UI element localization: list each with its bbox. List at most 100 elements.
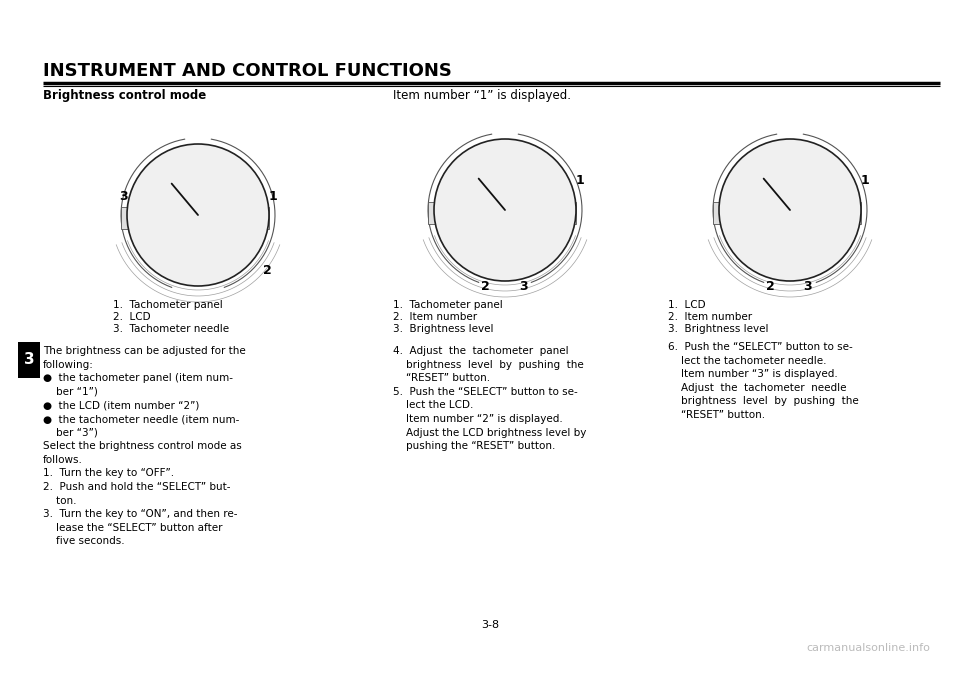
Text: 20: 20: [164, 237, 173, 243]
Circle shape: [492, 191, 499, 197]
Text: 60: 60: [815, 182, 825, 188]
Circle shape: [763, 268, 769, 274]
FancyBboxPatch shape: [566, 202, 576, 224]
Circle shape: [478, 268, 484, 274]
Circle shape: [500, 205, 510, 215]
FancyBboxPatch shape: [487, 267, 523, 275]
Circle shape: [438, 143, 572, 277]
Text: 3: 3: [119, 191, 128, 203]
Text: 30: 30: [462, 203, 470, 210]
Circle shape: [798, 269, 801, 273]
Text: 3.  Brightness level: 3. Brightness level: [393, 324, 493, 334]
Text: 50: 50: [789, 168, 798, 174]
Circle shape: [144, 161, 252, 269]
Circle shape: [811, 207, 817, 213]
Text: 2: 2: [481, 281, 490, 294]
FancyBboxPatch shape: [772, 215, 808, 225]
FancyBboxPatch shape: [487, 215, 523, 225]
Circle shape: [784, 269, 787, 273]
Text: 2.  Item number: 2. Item number: [393, 312, 477, 322]
Text: 3-8: 3-8: [481, 620, 499, 630]
Text: 2: 2: [766, 281, 775, 294]
Text: 30: 30: [155, 209, 163, 215]
Circle shape: [484, 200, 491, 207]
Text: 40: 40: [475, 177, 485, 183]
Text: 1: 1: [269, 191, 277, 203]
Text: 20: 20: [756, 232, 764, 238]
Text: 1.  Tachometer panel: 1. Tachometer panel: [393, 300, 503, 310]
Circle shape: [727, 147, 853, 273]
FancyBboxPatch shape: [259, 207, 269, 228]
Circle shape: [499, 269, 502, 273]
Circle shape: [756, 176, 824, 244]
Circle shape: [131, 148, 265, 282]
Text: 1: 1: [576, 174, 585, 186]
FancyBboxPatch shape: [121, 207, 131, 228]
Circle shape: [193, 210, 203, 220]
Circle shape: [127, 144, 269, 286]
Circle shape: [793, 269, 796, 273]
Circle shape: [769, 200, 776, 207]
Circle shape: [719, 139, 861, 281]
Text: 000000: 000000: [187, 223, 208, 228]
Text: 1.  LCD: 1. LCD: [668, 300, 706, 310]
Text: 3: 3: [24, 353, 35, 367]
Circle shape: [139, 156, 257, 274]
Circle shape: [434, 139, 576, 281]
Circle shape: [513, 269, 516, 273]
Text: carmanualsonline.info: carmanualsonline.info: [806, 643, 930, 653]
Circle shape: [508, 269, 511, 273]
Text: 30: 30: [747, 203, 756, 210]
Circle shape: [478, 207, 484, 213]
Text: 4.  Adjust  the  tachometer  panel
    brightness  level  by  pushing  the
    “: 4. Adjust the tachometer panel brightnes…: [393, 346, 587, 451]
Text: 6.  Push the “SELECT” button to se-
    lect the tachometer needle.
    Item num: 6. Push the “SELECT” button to se- lect …: [668, 342, 859, 420]
Circle shape: [526, 207, 532, 213]
FancyBboxPatch shape: [428, 202, 438, 224]
Text: 1.  Tachometer panel: 1. Tachometer panel: [113, 300, 223, 310]
Text: 2.  Item number: 2. Item number: [668, 312, 752, 322]
Text: INSTRUMENT AND CONTROL FUNCTIONS: INSTRUMENT AND CONTROL FUNCTIONS: [43, 62, 452, 80]
Circle shape: [177, 205, 184, 212]
Text: 3: 3: [518, 281, 527, 294]
Circle shape: [446, 151, 564, 269]
Circle shape: [164, 181, 232, 249]
Text: 50: 50: [504, 168, 513, 174]
Circle shape: [494, 269, 497, 273]
Text: 3.  Brightness level: 3. Brightness level: [668, 324, 769, 334]
Circle shape: [185, 195, 192, 202]
Circle shape: [790, 188, 797, 195]
FancyBboxPatch shape: [772, 267, 808, 275]
Text: 3: 3: [804, 281, 812, 294]
Text: 40: 40: [760, 177, 769, 183]
Circle shape: [763, 207, 769, 213]
Text: 000000: 000000: [494, 218, 516, 223]
FancyBboxPatch shape: [180, 220, 216, 231]
Circle shape: [219, 212, 225, 218]
Text: 2: 2: [263, 264, 272, 277]
Circle shape: [803, 269, 805, 273]
Circle shape: [778, 191, 784, 197]
Text: 1: 1: [860, 174, 870, 186]
Circle shape: [788, 269, 791, 273]
FancyBboxPatch shape: [713, 202, 723, 224]
Text: 3.  Tachometer needle: 3. Tachometer needle: [113, 324, 229, 334]
Circle shape: [503, 269, 507, 273]
Circle shape: [736, 156, 844, 264]
Circle shape: [450, 155, 560, 265]
Circle shape: [735, 155, 845, 265]
Text: 50: 50: [197, 173, 205, 179]
Circle shape: [143, 160, 253, 270]
Circle shape: [135, 152, 261, 278]
Circle shape: [490, 269, 492, 273]
Text: 60: 60: [530, 182, 540, 188]
Text: Brightness control mode: Brightness control mode: [43, 89, 206, 102]
Text: Item number “1” is displayed.: Item number “1” is displayed.: [393, 89, 571, 102]
Text: The brightness can be adjusted for the
following:
●  the tachometer panel (item : The brightness can be adjusted for the f…: [43, 346, 246, 546]
Circle shape: [517, 269, 520, 273]
Circle shape: [785, 205, 795, 215]
Text: 000000: 000000: [780, 218, 801, 223]
Circle shape: [731, 151, 849, 269]
Text: 40: 40: [169, 182, 178, 188]
Circle shape: [171, 212, 178, 218]
Circle shape: [198, 193, 204, 200]
